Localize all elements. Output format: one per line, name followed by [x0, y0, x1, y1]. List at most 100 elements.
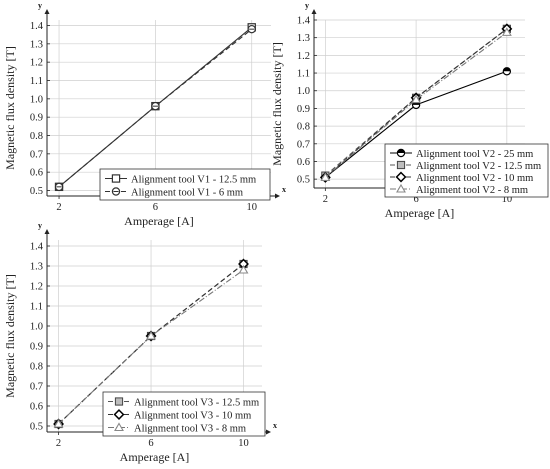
x-axis-title: Amperage [A] — [385, 206, 455, 220]
data-point — [54, 182, 64, 192]
legend: Alignment tool V1 - 12.5 mm Alignment too… — [99, 168, 271, 201]
y-tick-label: 0.8 — [30, 362, 43, 373]
legend-label: Alignment tool V3 - 8 mm — [134, 423, 246, 434]
x-tick-label: 10 — [238, 438, 249, 449]
chart-panel-1: x y 0.5 0.6 0.7 0.8 0.9 1.0 1.1 1.2 1.3 1.4 2 6 10 Ampe… — [3, 1, 286, 228]
x-tick-label: 2 — [56, 202, 61, 213]
x-axis-letter: x — [273, 421, 277, 430]
y-tick-label: 0.9 — [30, 342, 43, 353]
y-tick-label: 1.1 — [297, 69, 310, 80]
chart-panel-2: x y 0.5 0.6 0.7 0.8 0.9 1.0 1.1 1.2 1.3 1.4 2 6 10 Ampe… — [270, 1, 549, 220]
y-tick-label: 0.8 — [297, 122, 310, 133]
y-tick-label: 1.0 — [30, 94, 43, 105]
data-point — [501, 27, 512, 36]
legend-marker — [114, 422, 124, 432]
y-tick-label: 1.4 — [30, 242, 44, 253]
y-tick-label: 1.0 — [30, 322, 43, 333]
data-point — [238, 264, 249, 274]
legend-label: Alignment tool V2 - 25 mm — [416, 149, 533, 160]
y-tick-label: 1.3 — [30, 262, 43, 273]
x-tick-label: 2 — [323, 194, 328, 205]
y-tick-label: 1.2 — [297, 51, 310, 62]
series-line — [58, 269, 244, 425]
y-tick-label: 0.9 — [30, 113, 43, 124]
y-axis-title: Magnetic flux density [T] — [270, 42, 284, 166]
legend-marker — [396, 183, 406, 193]
legend-marker — [114, 397, 124, 406]
legend-box — [384, 143, 549, 198]
data-point — [53, 418, 64, 428]
gridlines — [47, 20, 271, 196]
y-tick-label: 1.4 — [297, 16, 311, 27]
y-tick-label: 0.5 — [30, 186, 43, 197]
y-tick-label: 1.4 — [30, 21, 44, 32]
y-axis-title: Magnetic flux density [T] — [3, 46, 17, 170]
data-point — [151, 101, 160, 111]
x-axis-arrow — [266, 429, 271, 435]
y-tick-label: 0.5 — [297, 175, 310, 186]
legend-marker — [113, 409, 125, 420]
legend: Alignment tool V3 - 12.5 mm Alignment too… — [102, 391, 266, 437]
x-tick-label: 10 — [502, 194, 513, 205]
gridlines — [47, 240, 262, 432]
series-line — [58, 263, 244, 425]
legend-box — [102, 391, 266, 437]
series-4 — [320, 27, 512, 181]
y-tick-label: 0.9 — [297, 104, 310, 115]
series-3 — [53, 264, 249, 428]
y-axis-letter: y — [38, 1, 42, 10]
x-axis-letter: x — [282, 185, 286, 194]
data-point — [411, 94, 422, 104]
x-axis-title: Amperage [A] — [120, 450, 190, 464]
y-axis-arrow — [311, 9, 317, 14]
y-axis-title: Magnetic flux density [T] — [3, 274, 17, 398]
x-tick-label: 2 — [56, 438, 61, 449]
chart-panel-3: x y 0.5 0.6 0.7 0.8 0.9 1.0 1.1 1.2 1.3 1.4 2 6 10 Ampe… — [3, 221, 277, 464]
y-tick-label: 0.6 — [30, 402, 43, 413]
y-tick-label: 1.0 — [297, 86, 310, 97]
legend-label: Alignment tool V2 - 8 mm — [416, 185, 528, 196]
legend-label: Alignment tool V3 - 10 mm — [134, 410, 251, 421]
data-point — [502, 67, 512, 76]
x-tick-label: 10 — [246, 202, 257, 213]
y-tick-label: 1.2 — [30, 282, 43, 293]
x-axis-title: Amperage [A] — [124, 214, 194, 228]
y-tick-label: 1.3 — [30, 39, 43, 50]
y-tick-label: 0.7 — [30, 149, 43, 160]
data-point — [146, 330, 156, 340]
y-axis-letter: y — [305, 1, 309, 10]
series-line — [58, 28, 253, 188]
x-tick-label: 6 — [148, 438, 153, 449]
legend-marker — [395, 171, 407, 183]
legend-marker — [396, 160, 406, 170]
y-axis-letter: y — [38, 221, 42, 230]
y-tick-label: 0.7 — [297, 139, 310, 150]
y-tick-label: 1.1 — [30, 302, 43, 313]
y-tick-label: 0.6 — [297, 157, 310, 168]
x-tick-label: 6 — [153, 202, 158, 213]
legend-label: Alignment tool V1 - 6 mm — [131, 187, 243, 198]
legend-marker — [396, 148, 406, 158]
legend-label: Alignment tool V3 - 12.5 mm — [134, 397, 259, 408]
data-point — [320, 172, 331, 181]
legend-label: Alignment tool V2 - 10 mm — [416, 173, 533, 184]
legend-label: Alignment tool V1 - 12.5 mm — [131, 174, 256, 185]
y-tick-label: 1.1 — [30, 76, 43, 87]
legend-label: Alignment tool V2 - 12.5 mm — [416, 161, 541, 172]
series-2 — [54, 24, 256, 192]
x-axis-arrow — [275, 193, 280, 199]
y-axis-arrow — [44, 9, 50, 14]
legend-marker — [111, 174, 121, 183]
data-point — [247, 24, 256, 34]
y-tick-label: 1.2 — [30, 58, 43, 69]
y-tick-label: 0.6 — [30, 168, 43, 179]
y-axis-arrow — [44, 229, 50, 234]
x-tick-label: 6 — [413, 194, 418, 205]
legend-marker — [111, 187, 121, 196]
y-tick-label: 0.7 — [30, 382, 43, 393]
y-tick-label: 0.5 — [30, 422, 43, 433]
legend-box — [99, 168, 271, 201]
y-tick-label: 1.3 — [297, 33, 310, 44]
